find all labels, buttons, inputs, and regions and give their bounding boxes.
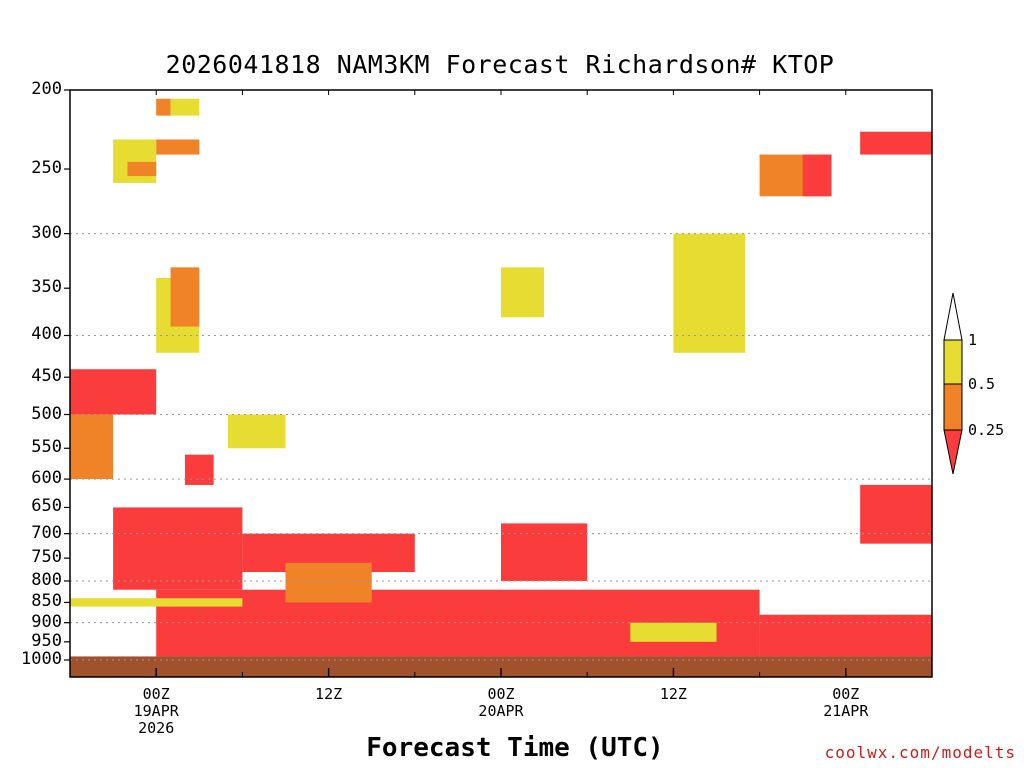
y-tick-label: 800: [31, 569, 62, 590]
legend-bottom-arrow: [943, 429, 963, 475]
x-tick-line: 2026: [138, 719, 175, 737]
legend-top-arrow: [943, 292, 963, 341]
x-axis-label: Forecast Time (UTC): [366, 733, 664, 763]
heatmap-cell: [860, 131, 932, 155]
y-tick-label: 700: [31, 522, 62, 543]
y-tick-label: 550: [31, 437, 62, 458]
credit-text: coolwx.com/modelts: [824, 743, 1016, 762]
heatmap-cell: [630, 622, 717, 642]
x-tick-line: 20APR: [478, 702, 524, 720]
heatmap-cell: [673, 233, 746, 353]
y-tick-label: 350: [31, 277, 62, 298]
x-tick-line: 00Z: [487, 685, 515, 703]
x-tick-line: 21APR: [823, 702, 869, 720]
y-tick-label: 250: [31, 158, 62, 179]
legend-threshold-label: 1: [968, 331, 978, 349]
heatmap-cell: [170, 267, 200, 327]
y-tick-label: 400: [31, 324, 62, 345]
heatmap-cell: [501, 523, 588, 581]
legend-threshold-label: 0.25: [968, 421, 1005, 439]
legend-threshold-label: 0.5: [968, 375, 996, 393]
x-tick-label: 00Z 19APR 2026: [111, 686, 201, 737]
x-tick-label: 00Z 20APR: [456, 686, 546, 720]
heatmap-cell: [156, 98, 171, 116]
heatmap-cell: [156, 139, 200, 155]
x-tick-line: 12Z: [659, 685, 687, 703]
y-tick-label: 500: [31, 403, 62, 424]
heatmap-cell: [184, 454, 214, 485]
heatmap-cell: [170, 98, 200, 116]
y-tick-label: 450: [31, 366, 62, 387]
y-tick-label: 650: [31, 496, 62, 517]
chart-title: 2026041818 NAM3KM Forecast Richardson# K…: [165, 50, 835, 79]
x-tick-line: 12Z: [315, 685, 343, 703]
legend-segment: [943, 383, 963, 431]
x-tick-line: 00Z: [142, 685, 170, 703]
heatmap-cell: [860, 484, 932, 544]
y-tick-label: 600: [31, 468, 62, 489]
heatmap-cell: [113, 507, 243, 590]
x-tick-line: 19APR: [133, 702, 179, 720]
heatmap-cell: [70, 414, 114, 480]
x-tick-label: 00Z 21APR: [801, 686, 891, 720]
legend-segment: [943, 339, 963, 385]
heatmap-cell: [70, 598, 243, 607]
heatmap-cell: [70, 369, 157, 415]
x-tick-line: 00Z: [832, 685, 860, 703]
heatmap-cell: [127, 161, 157, 177]
heatmap-cell: [501, 267, 545, 318]
ground-fill: [70, 656, 932, 677]
heatmap-cell: [802, 154, 832, 197]
y-tick-label: 900: [31, 611, 62, 632]
heatmap-cell: [228, 414, 286, 449]
y-tick-label: 850: [31, 591, 62, 612]
heatmap-cell: [285, 562, 372, 603]
y-tick-label: 300: [31, 222, 62, 243]
x-tick-label: 12Z: [628, 686, 718, 703]
y-tick-label: 950: [31, 630, 62, 651]
y-tick-label: 1000: [21, 649, 62, 669]
y-tick-label: 200: [31, 79, 62, 99]
heatmap-cell: [113, 139, 157, 183]
y-tick-label: 750: [31, 547, 62, 568]
x-tick-label: 12Z: [284, 686, 374, 703]
heatmap-cell: [759, 614, 932, 657]
